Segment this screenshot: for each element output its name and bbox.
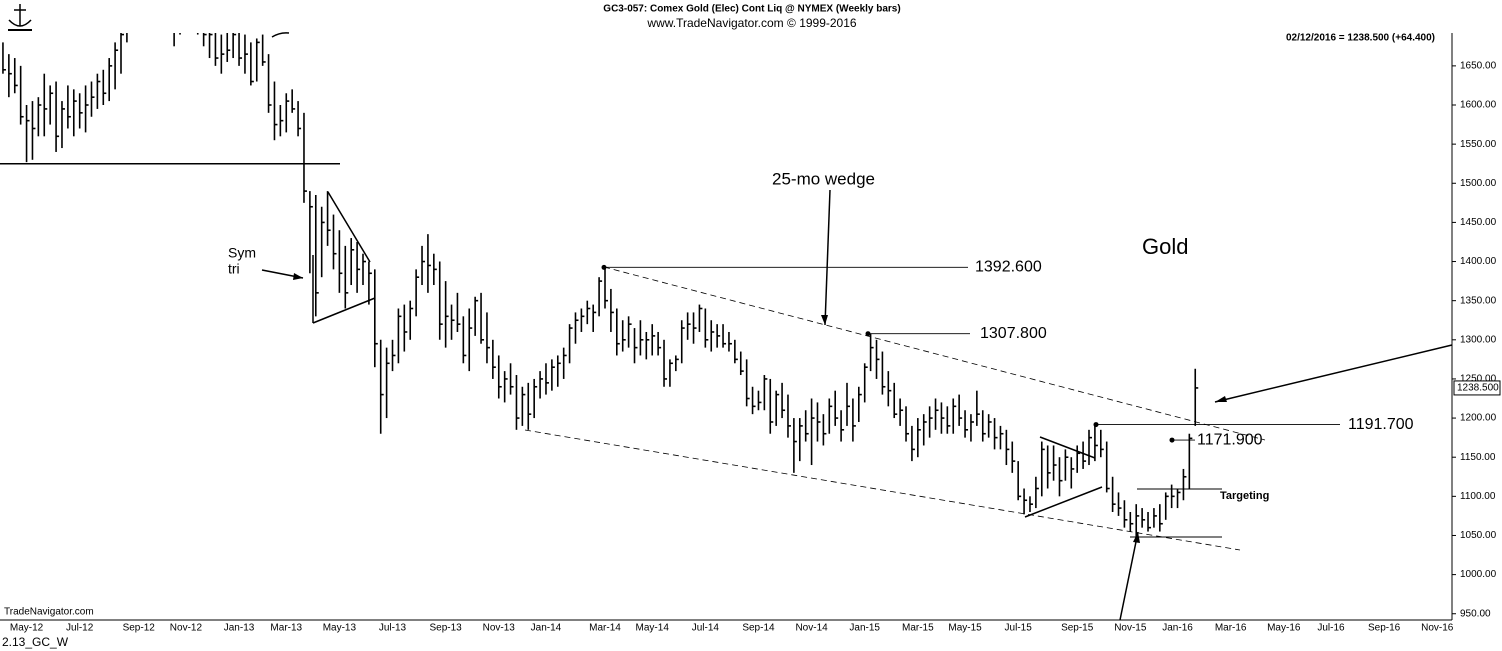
arrow [1119, 531, 1139, 621]
y-tick-label: 1100.00 [1460, 491, 1496, 502]
triangle-line [1024, 486, 1103, 518]
wedge-line [524, 429, 1241, 551]
y-tick-label: 1200.00 [1460, 413, 1497, 424]
annotation: Sym [228, 245, 256, 261]
x-tick-label: Jan-13 [224, 623, 255, 634]
y-tick-label: 1050.00 [1460, 530, 1497, 541]
arrow [824, 189, 831, 326]
x-tick-label: Jan-15 [849, 623, 880, 634]
y-tick-label: 1500.00 [1460, 178, 1497, 189]
level-dot [1169, 437, 1175, 443]
x-tick-label: Nov-14 [795, 623, 828, 634]
level-label: 1171.900 [1197, 431, 1263, 448]
y-tick-label: 1600.00 [1460, 100, 1497, 111]
level-label: 1307.800 [980, 325, 1047, 342]
y-tick-label: 1450.00 [1460, 217, 1497, 228]
level-label: 1392.600 [975, 259, 1042, 276]
x-tick-label: Sep-15 [1061, 623, 1094, 634]
chart-title: GC3-057: Comex Gold (Elec) Cont Liq @ NY… [603, 4, 900, 15]
arrow [271, 32, 290, 38]
x-tick-label: Jul-13 [379, 623, 407, 634]
level-label: 1191.700 [1348, 416, 1414, 433]
x-tick-label: Jan-14 [531, 623, 562, 634]
arrowhead [821, 315, 828, 325]
y-tick-label: 1250.00 [1460, 374, 1497, 385]
x-tick-label: May-13 [323, 623, 357, 634]
level-dot [865, 331, 871, 337]
y-tick-label: 1400.00 [1460, 256, 1497, 267]
x-tick-label: Jul-16 [1317, 623, 1345, 634]
x-tick-label: Mar-13 [270, 623, 302, 634]
x-tick-label: May-16 [1267, 623, 1301, 634]
y-tick-label: 1300.00 [1460, 334, 1497, 345]
annotation: tri [228, 261, 240, 277]
arrow [1214, 344, 1453, 403]
y-tick-label: 1650.00 [1460, 61, 1497, 72]
annotation: 25-mo wedge [772, 169, 875, 188]
x-tick-label: Jul-14 [692, 623, 720, 634]
logo [8, 4, 32, 31]
drawings [261, 32, 1453, 621]
y-tick-label: 1000.00 [1460, 569, 1497, 580]
x-tick-label: Jan-16 [1162, 623, 1193, 634]
x-tick-label: Sep-14 [742, 623, 775, 634]
last-quote: 02/12/2016 = 1238.500 (+64.400) [1286, 33, 1435, 44]
x-tick-label: Jul-12 [66, 623, 94, 634]
annotation: Gold [1142, 234, 1188, 259]
x-tick-label: May-15 [948, 623, 982, 634]
x-tick-label: Nov-16 [1421, 623, 1454, 634]
level-dot [601, 264, 607, 270]
y-tick-label: 1550.00 [1460, 139, 1497, 150]
y-tick-label: 1350.00 [1460, 295, 1497, 306]
y-tick-label: 1150.00 [1460, 452, 1496, 463]
watermark: TradeNavigator.com [4, 607, 94, 618]
triangle-line [1039, 436, 1096, 459]
x-tick-label: Mar-14 [589, 623, 621, 634]
bars [2, 33, 1199, 539]
x-tick-label: Mar-16 [1215, 623, 1247, 634]
annotation: Targeting [1220, 490, 1269, 502]
triangle-line [327, 191, 371, 263]
x-tick-label: Nov-13 [483, 623, 516, 634]
x-tick-label: May-14 [636, 623, 670, 634]
y-tick-label: 950.00 [1460, 608, 1491, 619]
x-tick-label: Sep-16 [1368, 623, 1401, 634]
x-tick-label: Jul-15 [1005, 623, 1033, 634]
arrowhead [1215, 396, 1227, 402]
x-tick-label: Sep-13 [430, 623, 463, 634]
level-dot [1093, 422, 1099, 428]
x-tick-label: Sep-12 [123, 623, 156, 634]
chart-subtitle: www.TradeNavigator.com © 1999-2016 [646, 16, 856, 30]
x-tick-label: Nov-12 [170, 623, 203, 634]
last-price-label: 1238.500 [1457, 383, 1499, 394]
arrowhead [293, 273, 303, 280]
footer: 2.13_GC_W [2, 635, 69, 649]
x-tick-label: Nov-15 [1114, 623, 1147, 634]
x-tick-label: May-12 [10, 623, 44, 634]
last-price-box [1453, 380, 1501, 396]
wedge-line [603, 266, 1266, 441]
triangle-line [312, 297, 376, 324]
x-tick-label: Mar-15 [902, 623, 934, 634]
